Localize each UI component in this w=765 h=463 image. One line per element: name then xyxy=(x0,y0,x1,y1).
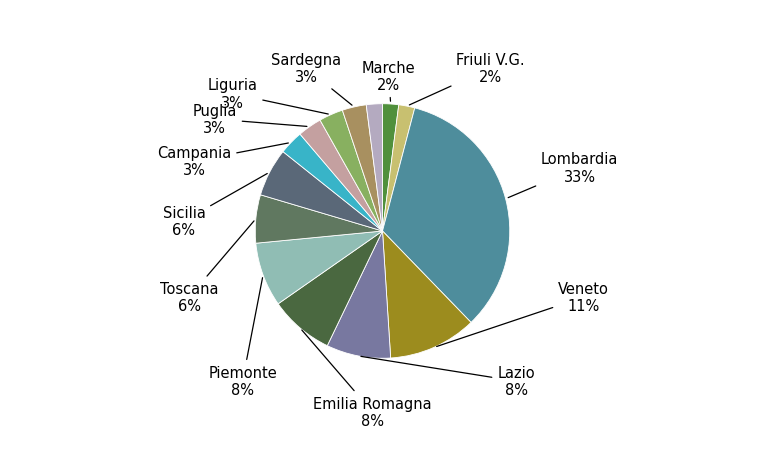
Wedge shape xyxy=(261,152,382,232)
Text: Campania
3%: Campania 3% xyxy=(157,144,288,178)
Wedge shape xyxy=(278,232,382,346)
Wedge shape xyxy=(382,232,471,358)
Text: Marche
2%: Marche 2% xyxy=(362,60,415,102)
Text: Puglia
3%: Puglia 3% xyxy=(192,104,307,136)
Text: Veneto
11%: Veneto 11% xyxy=(437,282,609,347)
Wedge shape xyxy=(343,106,382,232)
Wedge shape xyxy=(382,109,509,323)
Text: Piemonte
8%: Piemonte 8% xyxy=(208,278,277,398)
Wedge shape xyxy=(256,195,382,244)
Text: Lombardia
33%: Lombardia 33% xyxy=(508,152,618,198)
Wedge shape xyxy=(366,105,382,232)
Text: Lazio
8%: Lazio 8% xyxy=(361,357,535,398)
Text: Liguria
3%: Liguria 3% xyxy=(207,78,328,115)
Text: Friuli V.G.
2%: Friuli V.G. 2% xyxy=(409,53,525,106)
Wedge shape xyxy=(382,106,415,232)
Wedge shape xyxy=(382,105,399,232)
Text: Sicilia
6%: Sicilia 6% xyxy=(162,174,267,238)
Text: Sardegna
3%: Sardegna 3% xyxy=(271,53,352,106)
Wedge shape xyxy=(320,111,382,232)
Text: Emilia Romagna
8%: Emilia Romagna 8% xyxy=(302,330,431,428)
Wedge shape xyxy=(300,121,382,232)
Wedge shape xyxy=(327,232,391,358)
Wedge shape xyxy=(256,232,382,304)
Text: Toscana
6%: Toscana 6% xyxy=(160,221,254,314)
Wedge shape xyxy=(283,135,382,232)
